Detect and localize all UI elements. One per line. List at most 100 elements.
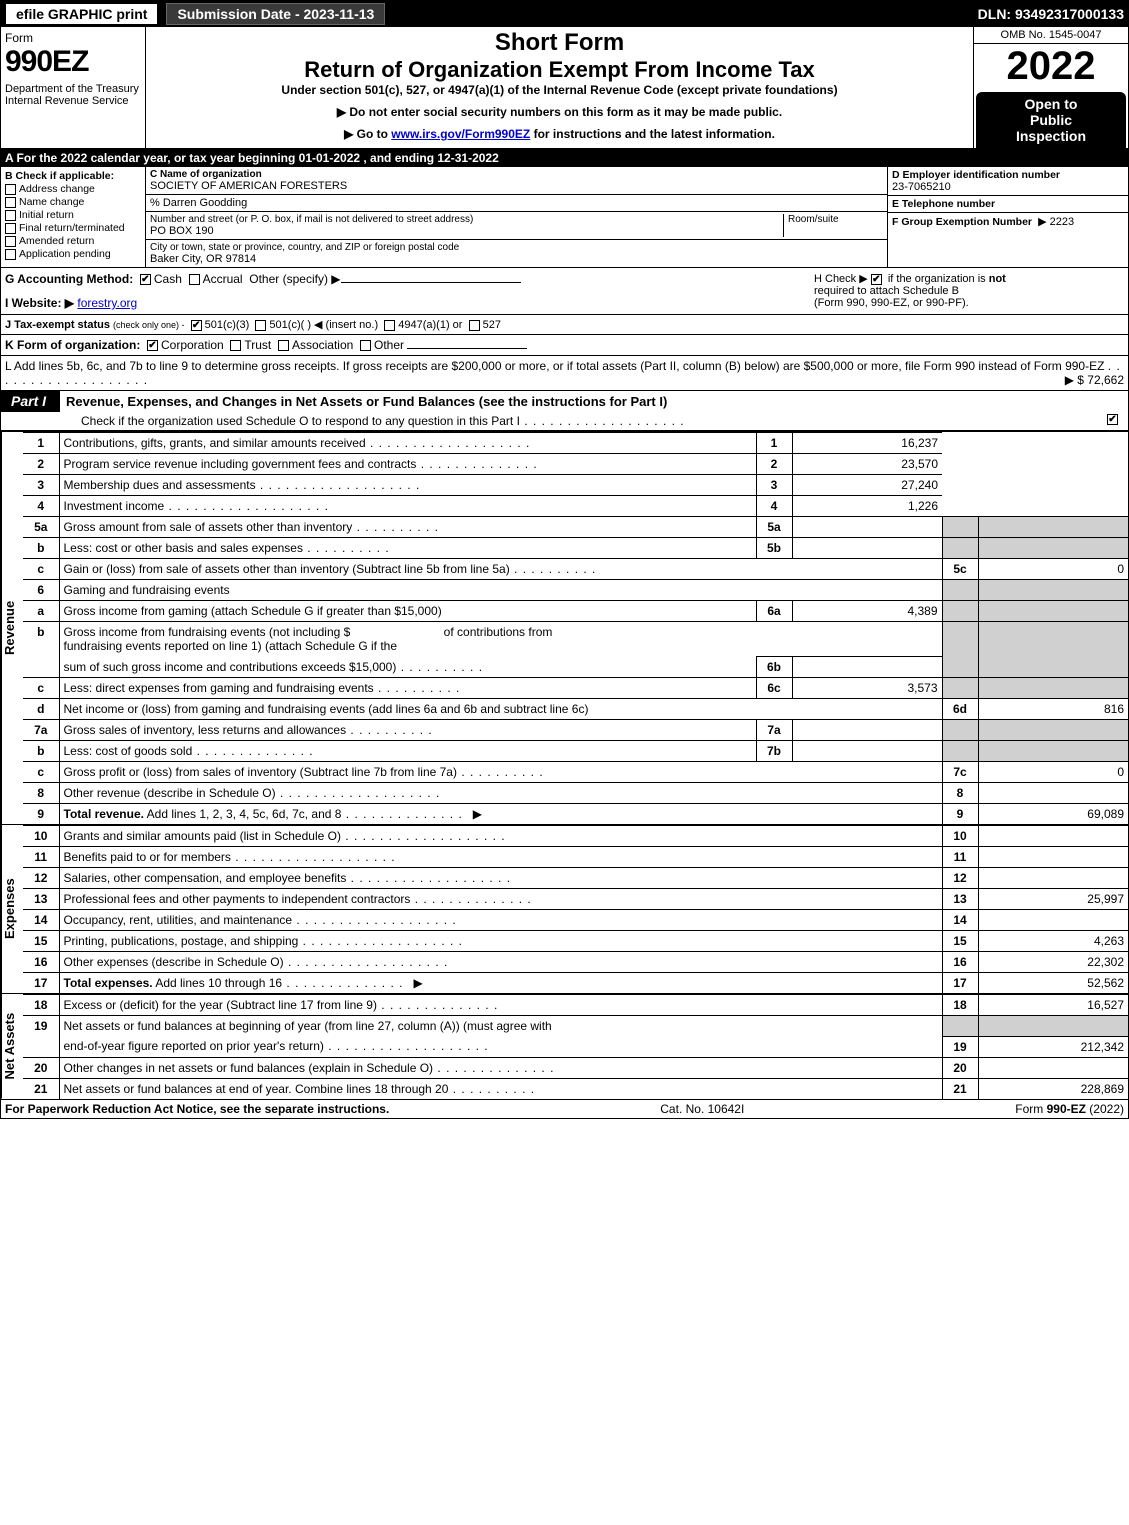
lbl-app-pending: Application pending — [19, 248, 111, 260]
line-4: 4Investment income41,226 — [23, 496, 1128, 517]
cbx-other-org[interactable] — [360, 340, 371, 351]
row-h-not: not — [989, 273, 1006, 285]
cbx-amended[interactable] — [5, 236, 16, 247]
lbl-name-change: Name change — [19, 196, 84, 208]
cbx-527[interactable] — [469, 320, 480, 331]
room-suite-label: Room/suite — [783, 214, 883, 237]
line-7a: 7aGross sales of inventory, less returns… — [23, 720, 1128, 741]
revenue-section: Revenue 1Contributions, gifts, grants, a… — [1, 431, 1128, 824]
cbx-trust[interactable] — [230, 340, 241, 351]
lbl-527: 527 — [483, 319, 501, 331]
cbx-schedule-b-not-required[interactable] — [871, 274, 882, 285]
line-11: 11Benefits paid to or for members11 — [23, 847, 1128, 868]
page-footer: For Paperwork Reduction Act Notice, see … — [1, 1099, 1128, 1118]
part-1-tab: Part I — [1, 390, 60, 412]
phone-label: E Telephone number — [892, 198, 1124, 210]
entity-info-block: B Check if applicable: Address change Na… — [1, 167, 1128, 268]
row-h-prefix: H Check ▶ — [814, 273, 871, 285]
cbx-accrual[interactable] — [189, 274, 200, 285]
tax-exempt-note: (check only one) - — [113, 320, 185, 330]
row-k: K Form of organization: Corporation Trus… — [1, 335, 1128, 356]
row-h-line3: (Form 990, 990-EZ, or 990-PF). — [814, 297, 1124, 309]
cbx-final-return[interactable] — [5, 223, 16, 234]
row-h-line2: required to attach Schedule B — [814, 285, 1124, 297]
net-assets-section: Net Assets 18Excess or (deficit) for the… — [1, 993, 1128, 1099]
org-name-label: C Name of organization — [150, 169, 883, 180]
row-l-amount: ▶ $ 72,662 — [1065, 373, 1124, 387]
revenue-side-label: Revenue — [1, 432, 23, 824]
goto-note: ▶ Go to www.irs.gov/Form990EZ for instru… — [152, 127, 967, 141]
row-l: L Add lines 5b, 6c, and 7b to line 9 to … — [1, 356, 1128, 390]
goto-prefix: ▶ Go to — [344, 127, 391, 141]
line-6b: b Gross income from fundraising events (… — [23, 622, 1128, 657]
goto-suffix: for instructions and the latest informat… — [530, 127, 775, 141]
line-6: 6Gaming and fundraising events — [23, 580, 1128, 601]
row-l-text: L Add lines 5b, 6c, and 7b to line 9 to … — [5, 359, 1104, 373]
lbl-trust: Trust — [244, 338, 271, 352]
lbl-501c3: 501(c)(3) — [205, 319, 250, 331]
website-label: I Website: ▶ — [5, 296, 74, 310]
form-footer-label: Form 990-EZ (2022) — [1015, 1102, 1124, 1116]
line-20: 20Other changes in net assets or fund ba… — [23, 1057, 1128, 1078]
open-line1: Open to — [978, 96, 1124, 112]
website-link[interactable]: forestry.org — [77, 296, 137, 310]
box-b-title: B Check if applicable: — [5, 170, 141, 182]
lbl-other-specify: Other (specify) ▶ — [249, 272, 340, 286]
department-label: Department of the Treasury Internal Reve… — [5, 83, 141, 107]
section-a-period: A For the 2022 calendar year, or tax yea… — [1, 149, 1128, 167]
lbl-corporation: Corporation — [161, 338, 224, 352]
open-to-public-box: Open to Public Inspection — [976, 92, 1126, 148]
line-19b: end-of-year figure reported on prior yea… — [23, 1036, 1128, 1057]
form-of-org-label: K Form of organization: — [5, 338, 140, 352]
cbx-app-pending[interactable] — [5, 249, 16, 260]
short-form-title: Short Form — [152, 29, 967, 57]
lbl-initial-return: Initial return — [19, 209, 74, 221]
ein-value: 23-7065210 — [892, 181, 1124, 193]
cbx-501c[interactable] — [255, 320, 266, 331]
cbx-schedule-o-part1[interactable] — [1107, 414, 1118, 425]
line-16: 16Other expenses (describe in Schedule O… — [23, 952, 1128, 973]
cbx-4947[interactable] — [384, 320, 395, 331]
top-bar: efile GRAPHIC print Submission Date - 20… — [1, 1, 1128, 27]
ssn-warning: ▶ Do not enter social security numbers o… — [152, 105, 967, 119]
line-6d: dNet income or (loss) from gaming and fu… — [23, 699, 1128, 720]
cbx-name-change[interactable] — [5, 197, 16, 208]
row-h-mid: if the organization is — [888, 273, 989, 285]
row-g-h: G Accounting Method: Cash Accrual Other … — [1, 268, 1128, 315]
group-exemption-value: ▶ 2223 — [1038, 216, 1074, 228]
efile-print-button[interactable]: efile GRAPHIC print — [5, 3, 158, 25]
expenses-side-label: Expenses — [1, 825, 23, 993]
cbx-cash[interactable] — [140, 274, 151, 285]
line-21: 21Net assets or fund balances at end of … — [23, 1078, 1128, 1099]
box-def: D Employer identification number 23-7065… — [888, 167, 1128, 267]
submission-date-badge: Submission Date - 2023-11-13 — [166, 3, 385, 25]
care-of-value: % Darren Goodding — [146, 195, 887, 212]
cbx-corporation[interactable] — [147, 340, 158, 351]
part-1-header: Part I Revenue, Expenses, and Changes in… — [1, 390, 1128, 412]
lbl-501c: 501(c)( ) ◀ (insert no.) — [269, 319, 378, 331]
cat-no: Cat. No. 10642I — [660, 1102, 744, 1116]
line-7b: bLess: cost of goods sold7b — [23, 741, 1128, 762]
paperwork-notice: For Paperwork Reduction Act Notice, see … — [5, 1102, 389, 1116]
net-assets-side-label: Net Assets — [1, 994, 23, 1099]
line-13: 13Professional fees and other payments t… — [23, 889, 1128, 910]
line-8: 8Other revenue (describe in Schedule O)8 — [23, 783, 1128, 804]
row-j: J Tax-exempt status (check only one) - 5… — [1, 315, 1128, 335]
line-18: 18Excess or (deficit) for the year (Subt… — [23, 995, 1128, 1016]
omb-number: OMB No. 1545-0047 — [974, 27, 1128, 44]
lbl-accrual: Accrual — [203, 272, 243, 286]
other-specify-input[interactable] — [341, 282, 521, 283]
street-label: Number and street (or P. O. box, if mail… — [150, 214, 783, 225]
line-12: 12Salaries, other compensation, and empl… — [23, 868, 1128, 889]
open-line3: Inspection — [978, 128, 1124, 144]
tax-year: 2022 — [974, 44, 1128, 90]
cbx-association[interactable] — [278, 340, 289, 351]
irs-link[interactable]: www.irs.gov/Form990EZ — [391, 127, 530, 141]
cbx-501c3[interactable] — [191, 320, 202, 331]
lbl-association: Association — [292, 338, 353, 352]
other-org-input[interactable] — [407, 348, 527, 349]
line-10: 10Grants and similar amounts paid (list … — [23, 826, 1128, 847]
cbx-address-change[interactable] — [5, 184, 16, 195]
box-b: B Check if applicable: Address change Na… — [1, 167, 146, 267]
cbx-initial-return[interactable] — [5, 210, 16, 221]
